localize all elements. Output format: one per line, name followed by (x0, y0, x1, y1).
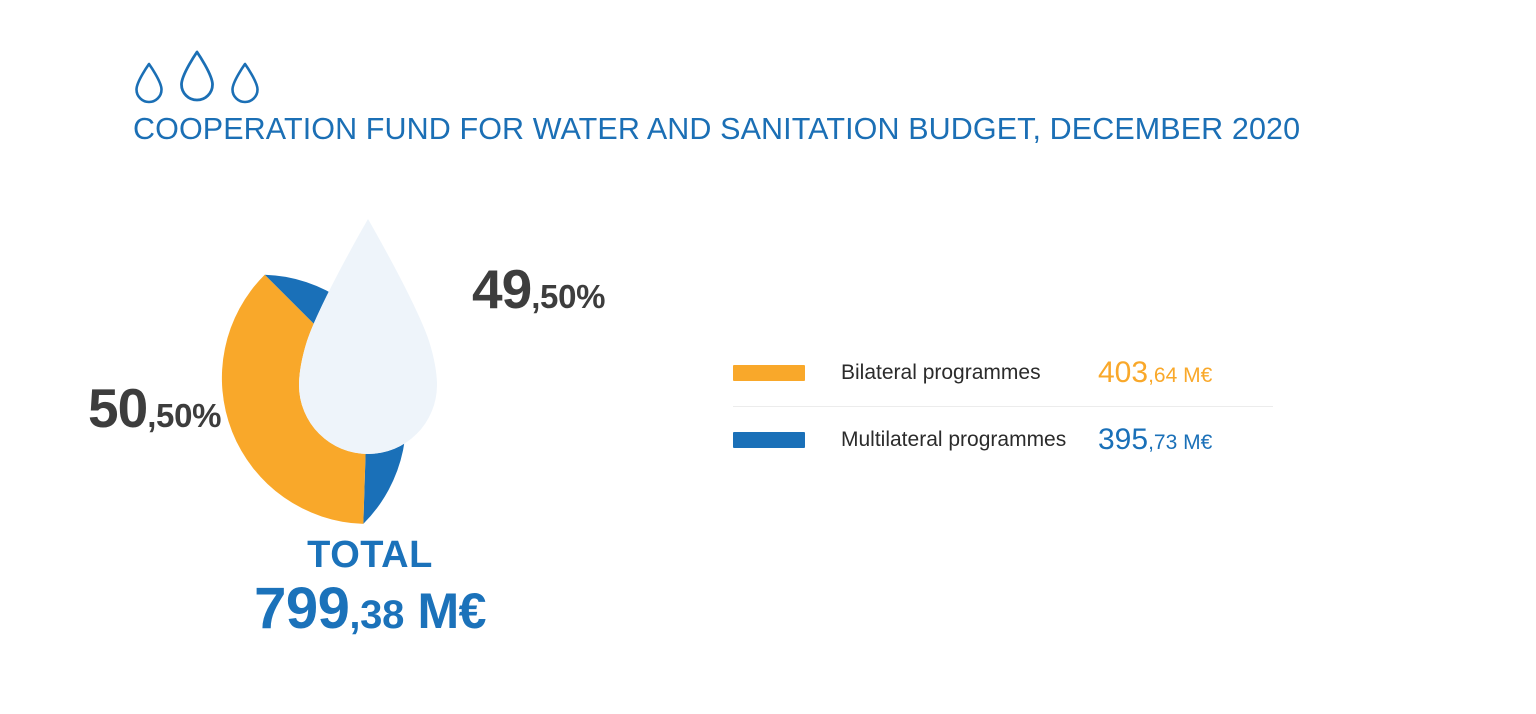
legend-value-multilateral: 395,73 M€ (1098, 425, 1273, 455)
legend-value-integer-bilateral: 403 (1098, 356, 1149, 389)
budget-pie-chart (195, 205, 545, 525)
percentage-label-bilateral: 50,50% (88, 381, 222, 436)
legend-value-integer-multilateral: 395 (1098, 423, 1149, 456)
water-drop-icon (180, 50, 214, 102)
total-block: TOTAL 799,38 M€ (120, 536, 620, 638)
legend-value-unit-multilateral: M€ (1177, 431, 1213, 454)
droplet-cutout-shape (299, 219, 437, 454)
total-fraction: ,38 (349, 592, 405, 637)
header: COOPERATION FUND FOR WATER AND SANITATIO… (133, 48, 1493, 148)
legend-label-multilateral: Multilateral programmes (841, 428, 1067, 451)
total-unit: M€ (404, 582, 486, 639)
legend-row-bilateral: Bilateral programmes 403,64 M€ (733, 340, 1273, 406)
water-drop-icon (231, 62, 259, 104)
pie-slice-bilateral (221, 274, 368, 524)
legend-value-fraction-multilateral: ,73 (1148, 431, 1178, 454)
legend-value-fraction-bilateral: ,64 (1148, 364, 1178, 387)
percentage-label-multilateral: 49,50% (472, 262, 606, 317)
legend-value-unit-bilateral: M€ (1177, 364, 1213, 387)
legend: Bilateral programmes 403,64 M€ Multilate… (733, 340, 1273, 473)
legend-swatch-multilateral (733, 432, 805, 448)
legend-divider (733, 406, 1273, 407)
water-drop-icon (135, 62, 163, 104)
total-value: 799,38 M€ (120, 579, 620, 638)
percentage-integer-bilateral: 50 (88, 377, 148, 439)
page-title: COOPERATION FUND FOR WATER AND SANITATIO… (133, 112, 1301, 146)
total-label: TOTAL (307, 534, 433, 576)
percentage-fraction-multilateral: ,50% (531, 278, 606, 315)
water-drop-icon-group (133, 48, 1493, 104)
legend-swatch-bilateral (733, 365, 805, 381)
legend-row-multilateral: Multilateral programmes 395,73 M€ (733, 407, 1273, 473)
total-integer: 799 (254, 575, 350, 641)
percentage-fraction-bilateral: ,50% (147, 397, 222, 434)
percentage-integer-multilateral: 49 (472, 258, 532, 320)
legend-value-bilateral: 403,64 M€ (1098, 358, 1273, 388)
legend-label-bilateral: Bilateral programmes (841, 361, 1041, 384)
